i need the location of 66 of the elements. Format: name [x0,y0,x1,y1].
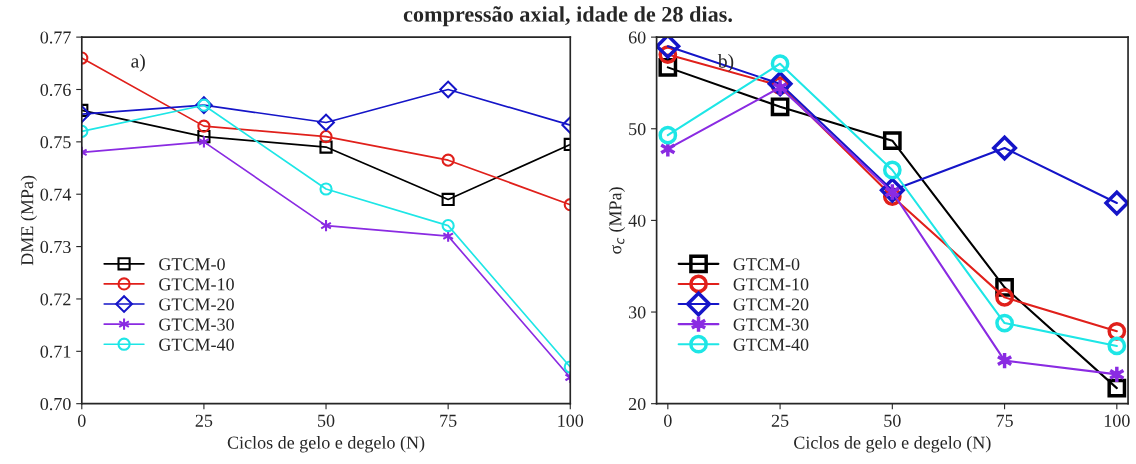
point [439,80,458,99]
point [995,288,1014,307]
text: compressão axial, idade de 28 dias. [403,6,732,27]
y-tick-label: 0.72 [40,293,71,306]
point [882,160,902,180]
x-tick-label: 25 [771,414,789,427]
point [1107,336,1127,356]
y-axis-title: σ$_{c}$ (MPa) [608,187,626,254]
point [996,351,1013,370]
point [198,135,210,149]
point [992,135,1018,161]
y-tick-label: 0.71 [40,345,71,358]
y-tick-label: 20 [628,397,646,411]
y-tick-label: 0.77 [40,31,71,44]
y-axis-title: DME (MPa) [20,175,37,266]
point [770,54,790,74]
x-axis-title: Ciclos de gelo e degelo (N) [794,436,991,453]
y-tick-label: 0.74 [40,188,72,201]
point [317,113,335,132]
point [320,219,332,233]
point [770,97,790,117]
point [319,182,333,196]
point [441,219,455,233]
y-tick-label: 30 [629,306,646,319]
legend-label: GTCM-30 [159,318,234,331]
point [1104,190,1129,216]
legend-label: GTCM-0 [733,258,800,271]
legend-label: GTCM-10 [733,278,809,291]
y-tick-label: 0.76 [40,83,71,97]
annotation: a) [131,53,145,72]
x-axis-title: Ciclos de gelo e degelo (N) [227,436,425,453]
legend-label: GTCM-40 [159,338,234,351]
x-tick-label: 75 [440,414,457,427]
point [882,131,902,151]
point [319,130,333,144]
y-tick-label: 0.75 [40,136,71,149]
legend-label: GTCM-40 [733,338,809,351]
point [995,313,1014,333]
point [1108,364,1126,384]
y-tick-label: 40 [628,214,646,227]
legend-label: GTCM-20 [159,298,234,311]
x-tick-label: 0 [664,414,672,427]
x-tick-label: 25 [195,414,213,427]
x-tick-label: 50 [884,414,901,427]
y-tick-label: 0.73 [40,240,71,254]
point [1107,378,1127,398]
y-tick-label: 0.70 [40,397,71,411]
y-tick-label: 60 [628,31,646,44]
x-tick-label: 50 [318,414,335,427]
legend-label: GTCM-20 [733,298,809,311]
point [441,192,455,207]
legend-label: GTCM-0 [159,258,225,271]
legend-label: GTCM-10 [159,278,234,291]
x-tick-label: 75 [996,414,1013,427]
x-tick-label: 100 [1104,414,1130,427]
y-tick-label: 50 [629,123,646,136]
point [658,125,678,145]
point [319,140,333,154]
x-tick-label: 0 [77,414,86,427]
point [656,37,681,59]
point [197,119,211,133]
point [442,229,454,243]
legend-label: GTCM-30 [733,318,809,331]
point [197,130,211,144]
point [441,153,455,167]
x-tick-label: 100 [558,414,584,427]
